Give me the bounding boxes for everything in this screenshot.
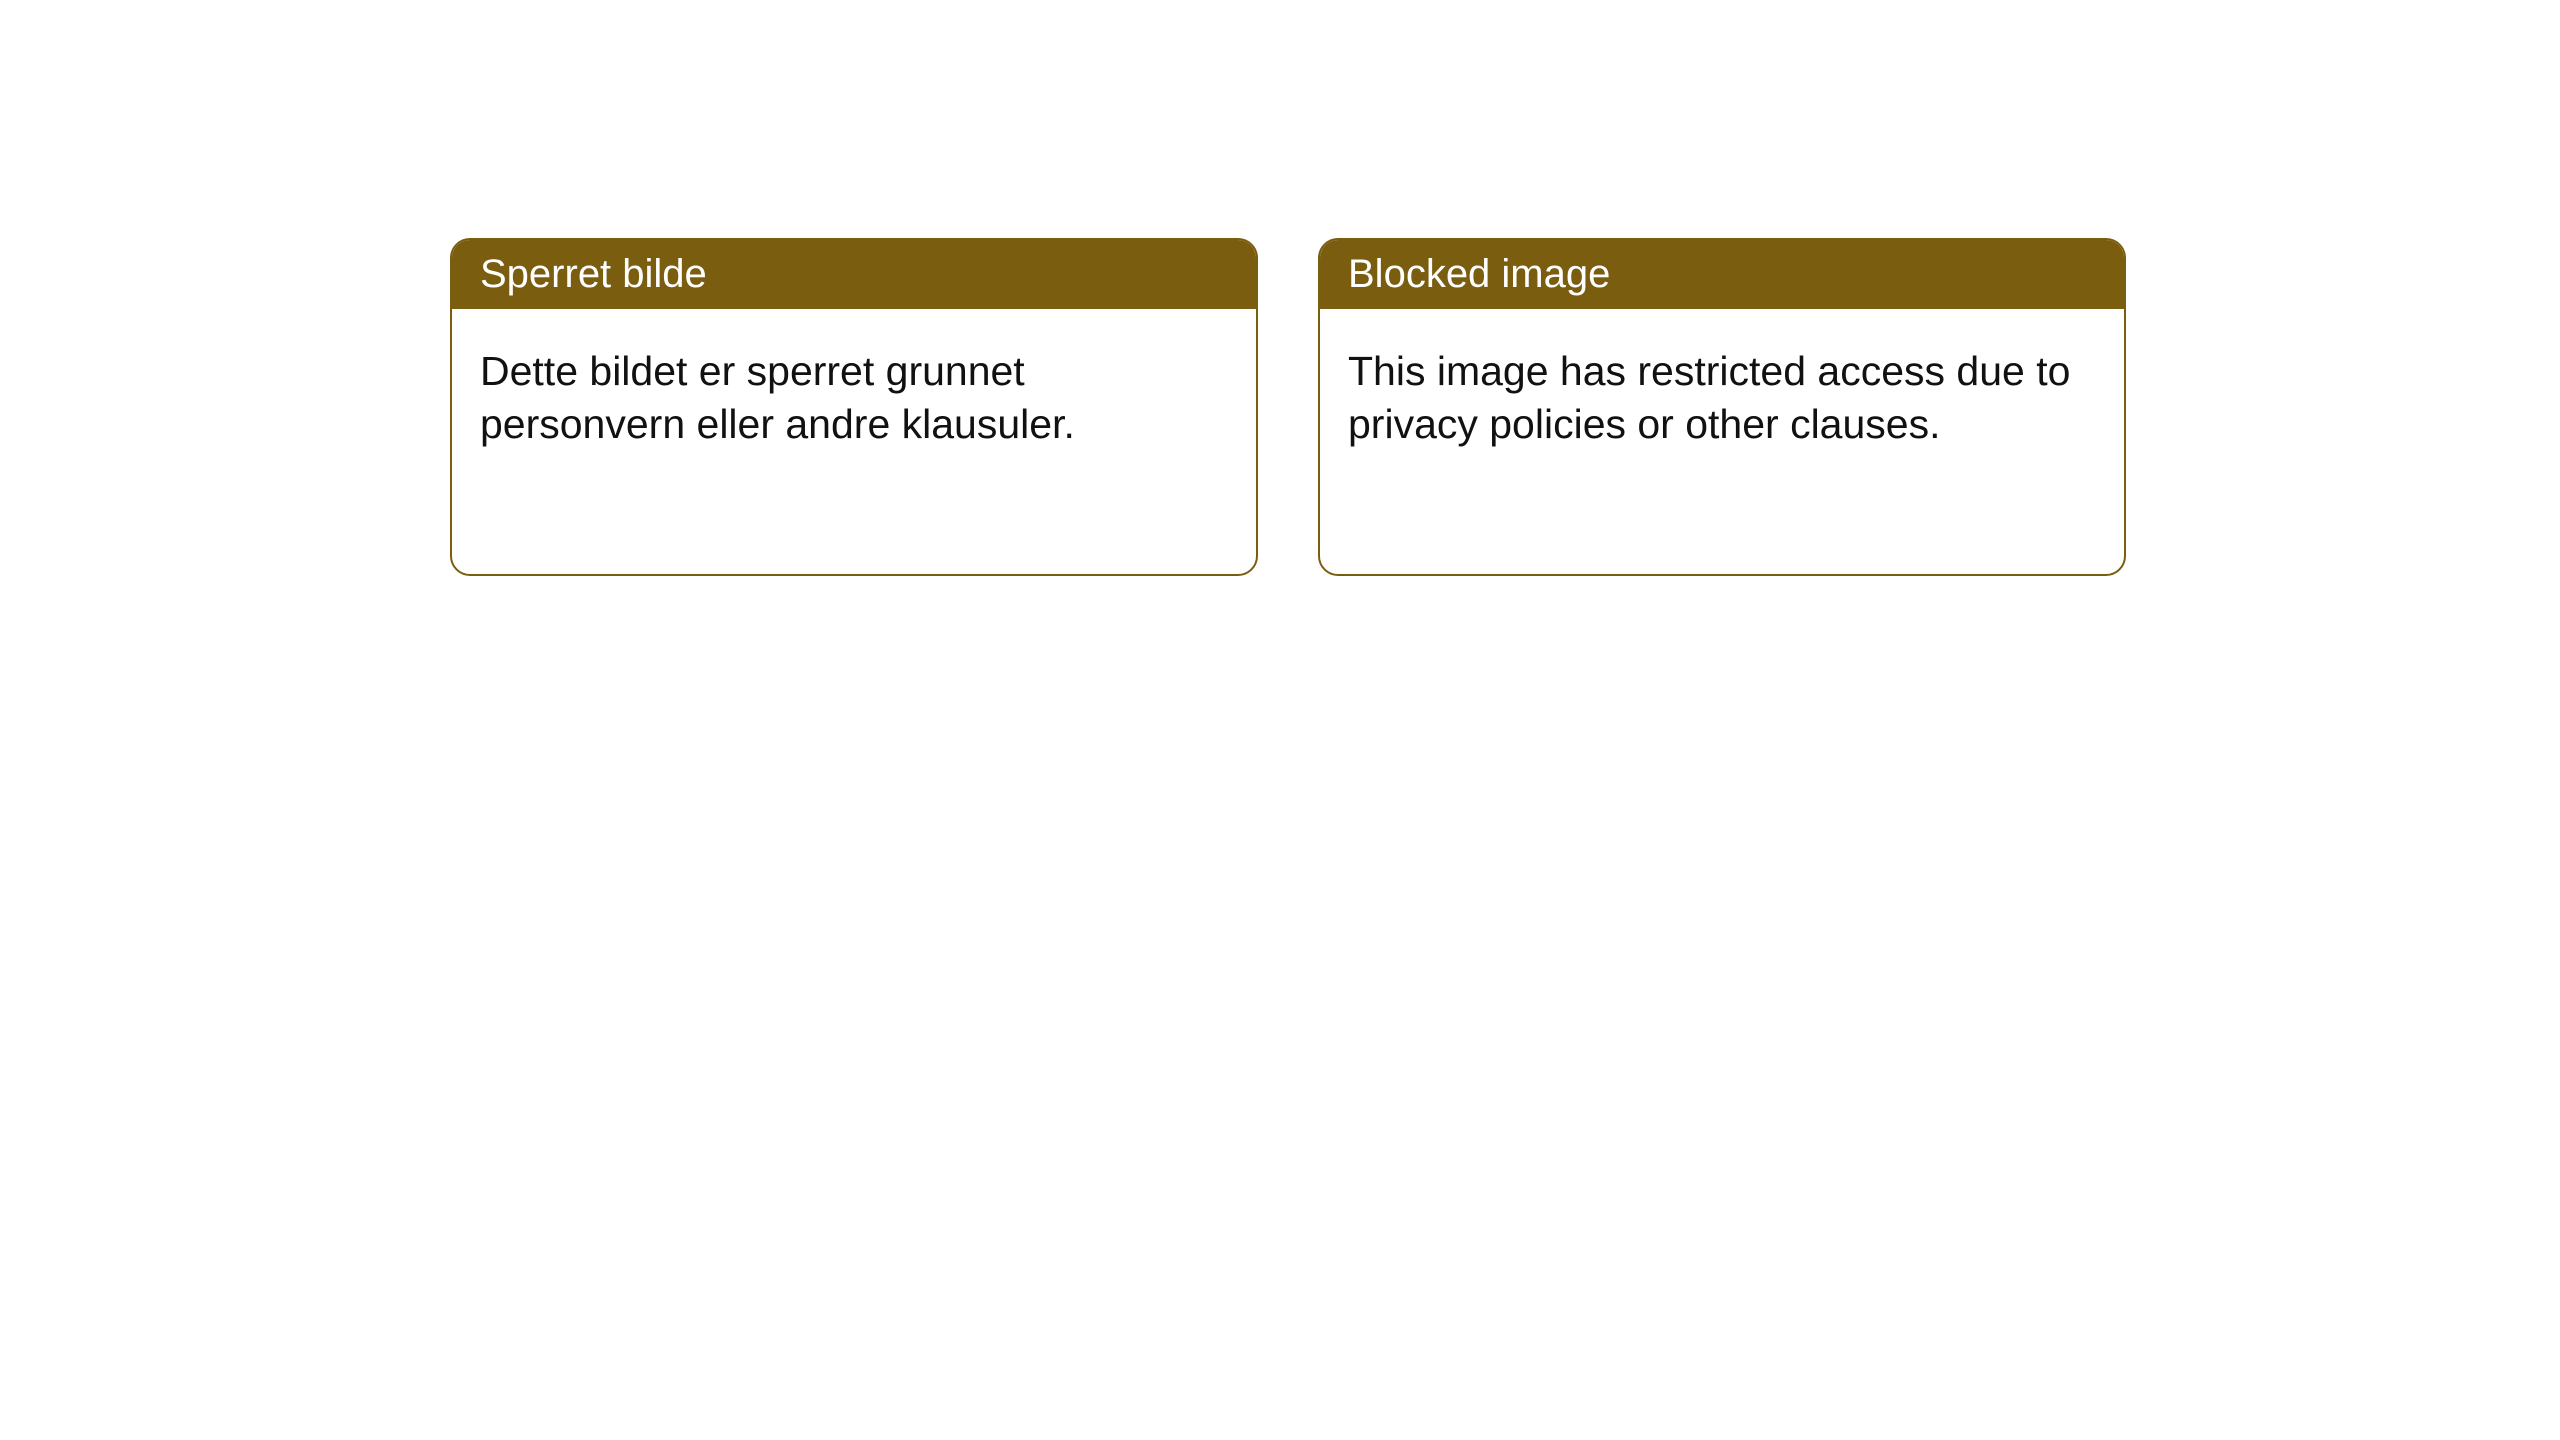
notice-text-no: Dette bildet er sperret grunnet personve… [480,348,1075,447]
notice-header-no: Sperret bilde [452,240,1256,309]
notice-body-en: This image has restricted access due to … [1320,309,2124,488]
notice-title-no: Sperret bilde [480,252,707,296]
notice-box-en: Blocked image This image has restricted … [1318,238,2126,576]
notice-box-no: Sperret bilde Dette bildet er sperret gr… [450,238,1258,576]
notice-header-en: Blocked image [1320,240,2124,309]
notice-body-no: Dette bildet er sperret grunnet personve… [452,309,1256,488]
notice-title-en: Blocked image [1348,252,1610,296]
notice-container: Sperret bilde Dette bildet er sperret gr… [0,0,2560,576]
notice-text-en: This image has restricted access due to … [1348,348,2070,447]
